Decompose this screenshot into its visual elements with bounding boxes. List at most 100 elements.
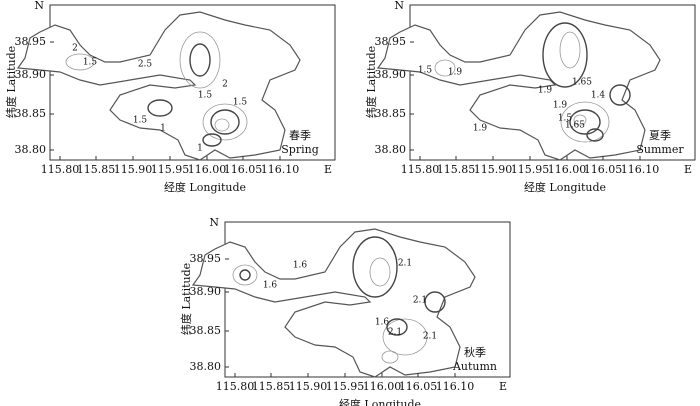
- contour-line: [369, 257, 391, 287]
- y-axis-title: 纬度 Latitude: [179, 263, 193, 335]
- contour-line: [239, 269, 251, 281]
- x-tick-label: 116.00: [363, 380, 402, 393]
- x-tick-label: 115.85: [437, 163, 476, 176]
- map-panel: NE115.80115.85115.90115.95116.00116.0511…: [364, 0, 696, 194]
- contour-line: [147, 99, 173, 117]
- east-label: E: [324, 163, 332, 176]
- contour-line: [214, 118, 230, 132]
- y-tick-label: 38.90: [15, 68, 47, 81]
- contour-line: [560, 101, 610, 143]
- contour-line: [65, 53, 95, 71]
- north-label: N: [34, 0, 44, 12]
- x-tick-label: 116.10: [621, 163, 660, 176]
- contour-line: [424, 291, 446, 313]
- contour-line: [386, 318, 408, 336]
- season-en: Spring: [281, 143, 318, 156]
- x-tick-label: 115.85: [252, 380, 291, 393]
- contour-label: 1.65: [572, 78, 592, 88]
- contour-line: [382, 318, 428, 356]
- contour-label: 2.1: [423, 332, 437, 342]
- contour-label: 1.6: [263, 281, 278, 291]
- season-cn: 秋季: [464, 345, 486, 359]
- lake-outline: [16, 11, 301, 161]
- contour-label: 1.9: [448, 68, 463, 78]
- x-tick-label: 115.85: [77, 163, 116, 176]
- contour-label: 1.5: [83, 58, 98, 68]
- contour-line: [559, 31, 581, 69]
- y-tick-label: 38.80: [190, 360, 222, 373]
- contour-line: [381, 350, 399, 364]
- contour-label: 1.9: [473, 124, 488, 134]
- contour-label: 2.1: [413, 296, 427, 306]
- x-tick-label: 115.80: [401, 163, 440, 176]
- contour-label: 1.6: [293, 261, 308, 271]
- contour-label: 1.9: [538, 86, 553, 96]
- contour-label: 2.5: [138, 60, 153, 70]
- x-tick-label: 115.80: [216, 380, 255, 393]
- contour-label: 1.5: [558, 114, 573, 124]
- east-label: E: [684, 163, 692, 176]
- x-tick-label: 116.05: [584, 163, 623, 176]
- y-tick-label: 38.85: [190, 324, 222, 337]
- lake-outline: [191, 228, 476, 378]
- contour-label: 2: [72, 44, 78, 54]
- contour-label: 1.4: [591, 91, 606, 101]
- x-tick-label: 116.00: [188, 163, 227, 176]
- contour-label: 1.65: [565, 121, 585, 131]
- y-tick-label: 38.85: [15, 107, 47, 120]
- x-tick-label: 115.90: [289, 380, 328, 393]
- contour-label: 1: [160, 124, 166, 134]
- x-axis-title: 经度 Longitude: [164, 180, 246, 194]
- x-tick-label: 116.05: [224, 163, 263, 176]
- season-cn: 夏季: [649, 129, 671, 142]
- contour-label: 1: [197, 144, 203, 154]
- x-axis-title: 经度 Longitude: [339, 397, 421, 406]
- season-en: Summer: [636, 143, 684, 156]
- contour-line: [202, 103, 248, 141]
- map-panel: NE115.80115.85115.90115.95116.00116.0511…: [179, 216, 511, 406]
- x-tick-label: 115.90: [114, 163, 153, 176]
- contour-line: [202, 133, 222, 147]
- y-tick-label: 38.95: [375, 35, 407, 48]
- contour-line: [179, 31, 221, 89]
- map-panel: NE115.80115.85115.90115.95116.00116.0511…: [4, 0, 336, 194]
- map-frame: [49, 4, 336, 161]
- y-tick-label: 38.85: [375, 107, 407, 120]
- contour-line: [232, 264, 258, 286]
- contour-line: [586, 128, 604, 142]
- y-axis-title: 纬度 Latitude: [4, 46, 18, 118]
- x-tick-label: 116.10: [436, 380, 475, 393]
- season-cn: 春季: [289, 129, 311, 142]
- contour-line: [609, 84, 631, 106]
- contour-label: 1.6: [375, 318, 390, 328]
- east-label: E: [499, 380, 507, 393]
- north-label: N: [394, 0, 404, 12]
- contour-label: 2.1: [398, 259, 412, 269]
- north-label: N: [209, 216, 219, 229]
- x-tick-label: 116.00: [548, 163, 587, 176]
- x-tick-label: 115.95: [326, 380, 365, 393]
- contour-label: 1.5: [133, 116, 148, 126]
- contour-label: 1.5: [418, 66, 433, 76]
- map-frame: [409, 4, 696, 161]
- contour-line: [352, 236, 398, 298]
- contour-line: [210, 109, 240, 135]
- contour-label: 2.1: [388, 328, 402, 338]
- x-tick-label: 116.10: [261, 163, 300, 176]
- lake-outline: [376, 11, 661, 161]
- y-tick-label: 38.95: [190, 252, 222, 265]
- contour-label: 1.5: [233, 98, 248, 108]
- x-tick-label: 115.95: [151, 163, 190, 176]
- contour-line: [189, 43, 211, 77]
- y-tick-label: 38.80: [15, 143, 47, 156]
- contour-label: 1.9: [553, 101, 568, 111]
- contour-label: 1.5: [198, 91, 213, 101]
- x-axis-title: 经度 Longitude: [524, 180, 606, 194]
- season-en: Autumn: [452, 360, 497, 373]
- x-tick-label: 115.90: [474, 163, 513, 176]
- contour-line: [434, 59, 456, 77]
- contour-line: [542, 22, 588, 88]
- y-axis-title: 纬度 Latitude: [364, 46, 378, 118]
- y-tick-label: 38.90: [375, 68, 407, 81]
